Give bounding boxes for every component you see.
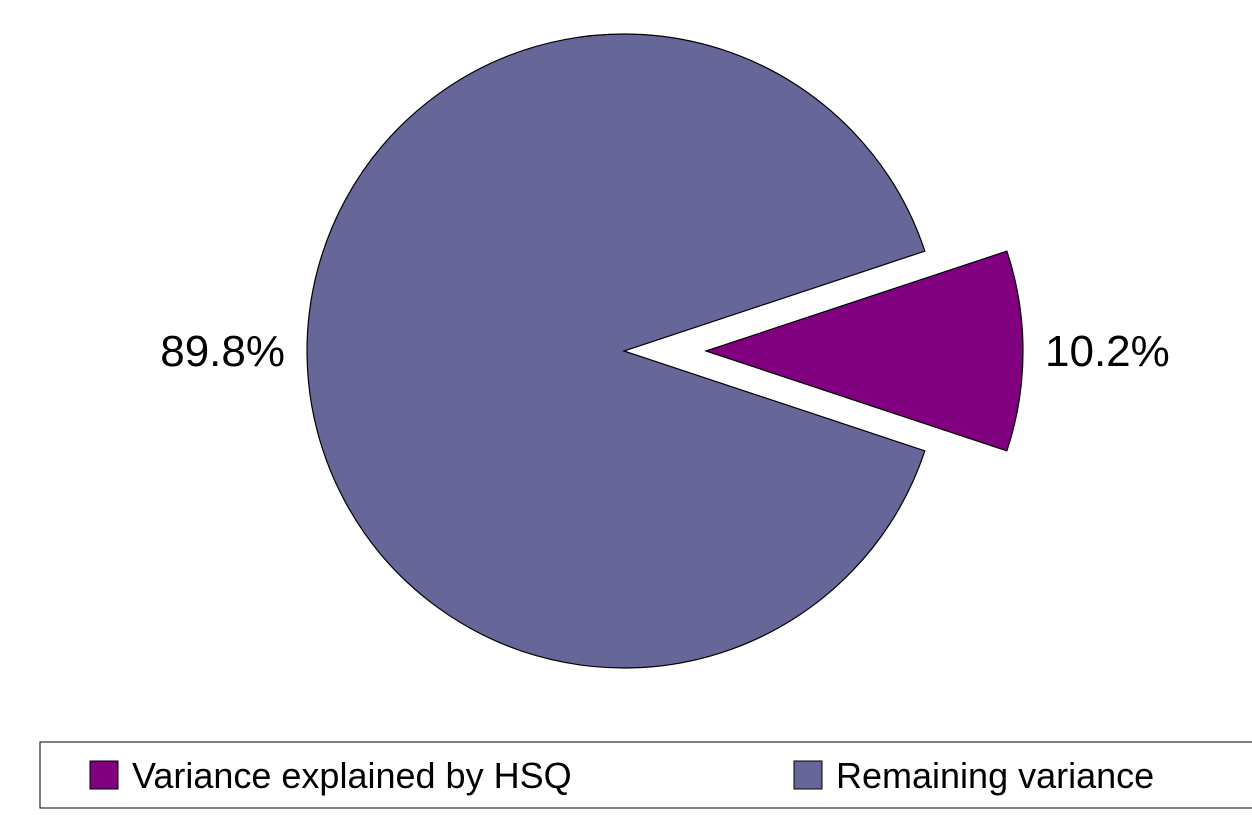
legend-item-explained: Variance explained by HSQ bbox=[89, 755, 572, 796]
slice-remaining bbox=[306, 33, 926, 669]
legend-label-remaining: Remaining variance bbox=[836, 755, 1154, 796]
legend-label-explained: Variance explained by HSQ bbox=[132, 755, 572, 796]
legend-swatch-remaining bbox=[793, 760, 823, 790]
legend-item-remaining: Remaining variance bbox=[793, 755, 1154, 796]
label-explained: 10.2% bbox=[1045, 327, 1170, 376]
legend-box bbox=[39, 741, 1252, 809]
label-remaining: 89.8% bbox=[160, 327, 285, 376]
pie-slices bbox=[306, 33, 1024, 669]
legend: Variance explained by HSQ Remaining vari… bbox=[39, 741, 1252, 809]
pie-labels: 10.2% 89.8% bbox=[160, 327, 1170, 376]
slice-explained bbox=[704, 250, 1024, 452]
legend-swatch-explained bbox=[89, 760, 119, 790]
